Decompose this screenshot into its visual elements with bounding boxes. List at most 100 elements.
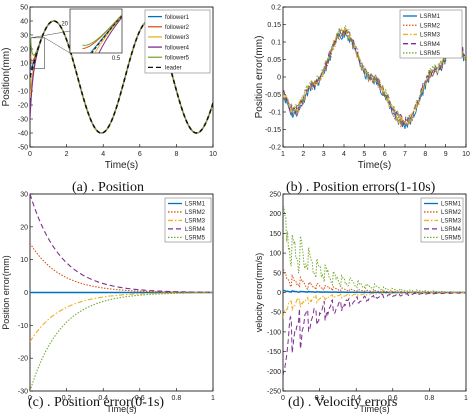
- y-tick-label: -10: [18, 323, 28, 330]
- x-tick-label: 0.2: [315, 395, 325, 402]
- y-tick-label: -30: [18, 389, 28, 396]
- y-axis-label: Position error(mm): [1, 255, 11, 330]
- legend-label-LSRM3: LSRM3: [441, 219, 462, 225]
- x-axis-label: Time(s): [359, 404, 389, 414]
- legend: LSRM1 LSRM2 LSRM3 LSRM4 LSRM5: [164, 197, 212, 243]
- y-tick-label: 40: [20, 19, 28, 26]
- zoom-region: [30, 37, 45, 69]
- zoom-connector: [30, 30, 71, 39]
- y-tick-label: 10: [20, 61, 28, 68]
- inset: 200.5: [61, 8, 123, 62]
- legend: LSRM1 LSRM2 LSRM3 LSRM4 LSRM5: [420, 197, 464, 243]
- legend-label-LSRM2: LSRM2: [185, 210, 206, 216]
- legend-label-LSRM3: LSRM3: [420, 33, 441, 39]
- x-tick-label: 0: [281, 395, 285, 402]
- series-LSRM5: [283, 25, 466, 126]
- y-axis-label: Position error(mm): [254, 36, 265, 119]
- series-LSRM4: [30, 194, 213, 293]
- x-tick-label: 0.4: [351, 395, 361, 402]
- legend-label-LSRM4: LSRM4: [420, 42, 441, 48]
- x-tick-label: 6: [138, 151, 142, 158]
- x-tick-label: 1: [281, 151, 285, 158]
- caption-d: (d) . Velocity errors: [288, 395, 398, 410]
- legend: LSRM1 LSRM2 LSRM3 LSRM4 LSRM5: [399, 9, 463, 59]
- legend-label-LSRM2: LSRM2: [420, 23, 441, 29]
- y-tick-label: 0: [277, 290, 281, 297]
- y-tick-label: -250: [267, 389, 281, 396]
- y-tick-label: -200: [267, 369, 281, 376]
- series-LSRM5: [283, 205, 466, 293]
- legend-label-LSRM3: LSRM3: [185, 219, 206, 225]
- x-tick-label: 0.2: [62, 395, 72, 402]
- y-tick-label: -20: [18, 103, 28, 110]
- y-tick-label: 0.05: [267, 57, 281, 64]
- caption-b: (b) . Position errors(1-10s): [286, 180, 436, 195]
- legend-label-LSRM5: LSRM5: [441, 236, 462, 242]
- x-tick-label: 0: [28, 151, 32, 158]
- series-group: [283, 25, 466, 129]
- x-tick-label: 3: [322, 151, 326, 158]
- x-tick-label: 7: [403, 151, 407, 158]
- x-tick-label: 0.6: [388, 395, 398, 402]
- legend-label-LSRM4: LSRM4: [185, 227, 206, 233]
- y-tick-label: -50: [18, 145, 28, 152]
- series-LSRM2: [283, 27, 466, 128]
- inset-x-tick-label: 0.5: [112, 56, 121, 62]
- legend-label-leader: leader: [165, 66, 182, 72]
- series-LSRM4: [283, 28, 466, 126]
- x-tick-label: 10: [462, 151, 470, 158]
- x-tick-label: 4: [342, 151, 346, 158]
- x-tick-label: 0.4: [98, 395, 108, 402]
- legend-label-LSRM5: LSRM5: [420, 51, 441, 57]
- series-LSRM4: [283, 292, 466, 376]
- y-tick-label: -30: [18, 117, 28, 124]
- y-tick-label: 0: [24, 290, 28, 297]
- legend: follower1 follower2 follower3 follower4 foll…: [144, 9, 211, 74]
- x-tick-label: 2: [65, 151, 69, 158]
- y-tick-label: 250: [269, 192, 281, 199]
- series-group: [30, 194, 213, 391]
- y-tick-label: 10: [20, 257, 28, 264]
- x-tick-label: 9: [444, 151, 448, 158]
- y-tick-label: -0.05: [265, 92, 281, 99]
- legend-label-follower1: follower1: [165, 15, 190, 21]
- y-tick-label: 200: [269, 211, 281, 218]
- legend-label-LSRM5: LSRM5: [185, 236, 206, 242]
- x-tick-label: 10: [209, 151, 217, 158]
- y-tick-label: 20: [20, 47, 28, 54]
- y-tick-label: 20: [20, 224, 28, 231]
- inset-series-follower5: [82, 13, 122, 46]
- x-axis-label: Time(s): [105, 160, 139, 171]
- legend-label-LSRM4: LSRM4: [441, 227, 462, 233]
- y-tick-label: 150: [269, 231, 281, 238]
- x-tick-label: 6: [383, 151, 387, 158]
- y-tick-label: 0: [277, 75, 281, 82]
- legend-label-follower5: follower5: [165, 55, 190, 61]
- y-tick-label: 0.15: [267, 22, 281, 29]
- x-tick-label: 1: [211, 395, 215, 402]
- panel-a: 0 2 4 6 8 10 -50 -40 -30 -20 -10 0 10 20 30 40 50 Time(s)…: [1, 5, 217, 172]
- y-tick-label: -50: [271, 310, 281, 317]
- inset-series-follower4: [98, 16, 122, 53]
- y-tick-label: 100: [269, 251, 281, 258]
- panel-b: 1 2 3 4 5 6 7 8 9 10 -0.2 -0.15 -0.1 -0.05 0 0.05 0.1 0.1…: [254, 5, 470, 172]
- legend-label-LSRM1: LSRM1: [441, 202, 462, 208]
- legend-label-follower2: follower2: [165, 25, 190, 31]
- y-tick-label: 0.2: [271, 5, 281, 12]
- series-group: [283, 205, 466, 376]
- x-tick-label: 8: [423, 151, 427, 158]
- y-tick-label: -0.1: [269, 110, 281, 117]
- zoom-connector: [44, 37, 71, 54]
- legend-label-LSRM1: LSRM1: [185, 202, 206, 208]
- x-tick-label: 0: [28, 395, 32, 402]
- caption-c: (c) . Position error(0-1s): [28, 395, 165, 410]
- y-tick-label: -0.2: [269, 145, 281, 152]
- y-tick-label: 0.1: [271, 40, 281, 47]
- x-axis-label: Time(s): [358, 160, 392, 171]
- series-LSRM1: [283, 289, 466, 294]
- x-tick-label: 5: [362, 151, 366, 158]
- x-tick-label: 4: [101, 151, 105, 158]
- x-tick-label: 0.8: [172, 395, 182, 402]
